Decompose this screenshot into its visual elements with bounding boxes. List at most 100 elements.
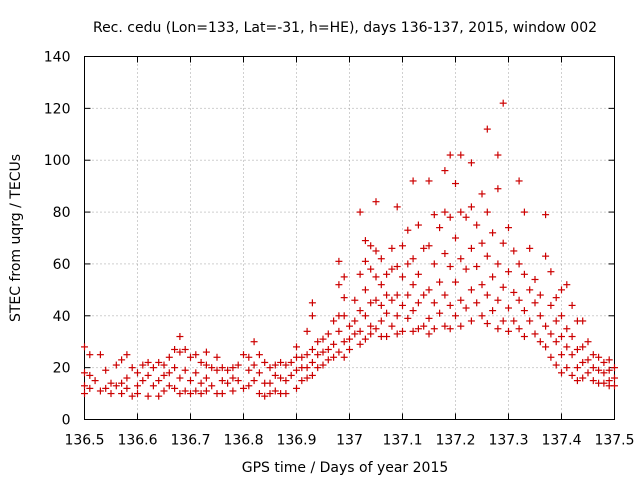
data-point [547,353,555,361]
y-tick-labels: 0 20 40 60 80 100 120 140 [44,50,71,429]
data-point [367,322,375,330]
data-point [176,348,184,356]
x-tick-label: 137.5 [594,433,634,449]
data-point [128,364,136,372]
data-point [452,312,459,320]
data-point [361,286,369,294]
data-point [489,229,497,237]
axis-ticks [84,56,615,420]
x-tick-label: 136.5 [64,433,104,449]
data-point [367,330,375,338]
data-point [335,348,343,356]
data-point [483,208,491,216]
data-point [240,384,247,392]
data-point [107,379,115,387]
data-point [579,358,587,366]
data-point [155,392,163,400]
data-point [409,281,417,289]
data-point [436,224,444,232]
data-point [409,255,417,263]
data-point [531,330,539,338]
data-point [149,364,157,372]
data-point [234,377,242,385]
data-point [399,327,406,335]
data-point [483,291,491,299]
data-point [266,364,274,372]
data-point [181,387,189,395]
data-point [568,301,576,309]
data-point [531,299,539,307]
data-point [505,224,512,232]
data-point [547,268,555,276]
data-point [346,345,353,353]
data-point [144,371,152,379]
data-point [171,384,179,392]
data-point [112,382,120,390]
data-point [261,392,269,400]
data-point [361,312,369,320]
data-point [473,299,481,307]
data-point [510,317,518,325]
data-point [478,239,486,247]
data-point [340,294,348,302]
data-point [303,327,311,335]
data-point [187,353,194,361]
data-point [409,177,417,185]
data-point [489,307,497,315]
data-point [335,281,343,289]
data-point [86,371,94,379]
data-point [420,291,428,299]
data-point [526,244,534,252]
data-point [515,177,523,185]
data-point [457,208,465,216]
data-point [499,99,507,107]
data-point [324,356,332,364]
data-point [377,281,385,289]
data-point [600,358,608,366]
data-point [404,291,412,299]
data-point [298,353,306,361]
data-point [192,351,200,359]
data-point [404,314,412,322]
data-point [351,330,359,338]
data-point [245,366,253,374]
data-point [330,340,338,348]
data-point [319,335,327,343]
data-point [250,338,258,346]
data-point [245,382,253,390]
data-point [340,353,348,361]
data-point [261,358,269,366]
x-tick-label: 137.4 [541,433,581,449]
data-point [478,190,486,198]
data-point [505,304,512,312]
data-point [340,338,348,346]
data-point [462,265,470,273]
data-point [584,338,592,346]
data-point [208,364,216,372]
data-point [171,345,179,353]
data-point [393,203,401,211]
data-point [526,286,534,294]
data-point [446,325,454,333]
data-point [372,273,380,281]
data-point [266,390,274,398]
data-point [563,364,571,372]
y-tick-label: 20 [53,361,71,377]
data-point [372,198,380,206]
data-point [536,338,544,346]
data-point [266,379,274,387]
data-point [372,247,380,255]
data-point [536,312,544,320]
data-point [499,317,507,325]
data-point [308,299,316,307]
data-point [595,353,603,361]
data-point [187,377,194,385]
data-point [224,379,232,387]
data-point [446,213,454,221]
y-tick-label: 0 [62,413,71,429]
x-tick-label: 137.1 [382,433,422,449]
data-point [552,317,560,325]
data-point [346,322,353,330]
data-point [467,317,475,325]
data-point [176,390,184,398]
